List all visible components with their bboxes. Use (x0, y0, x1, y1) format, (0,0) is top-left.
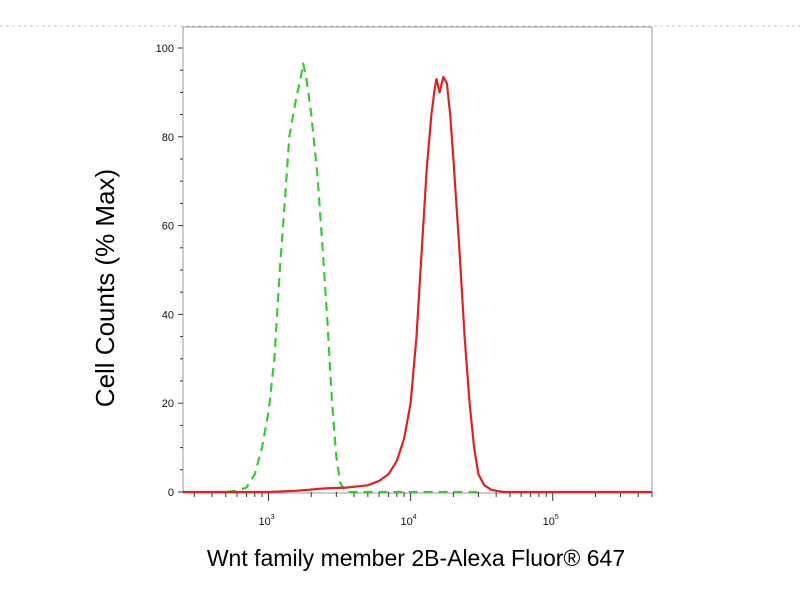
y-axis: 0 20 40 60 80 100 (156, 43, 183, 499)
x-tick-label: 103 (258, 514, 274, 528)
x-axis-title: Wnt family member 2B-Alexa Fluor® 647 (207, 545, 625, 571)
sample-histogram-line (183, 75, 652, 494)
y-tick-label: 40 (162, 309, 174, 321)
y-tick-label: 60 (162, 221, 174, 233)
y-tick-label: 100 (156, 43, 174, 55)
x-axis: 103 104 105 (193, 492, 653, 528)
control-histogram-line (212, 62, 479, 494)
y-tick-label: 20 (162, 398, 174, 410)
y-axis-title: Cell Counts (% Max) (90, 169, 120, 407)
y-tick-label: 0 (168, 487, 174, 499)
y-tick-label: 80 (162, 132, 174, 144)
x-tick-label: 105 (543, 514, 559, 528)
series-layer (183, 62, 652, 494)
x-tick-label: 104 (401, 514, 417, 528)
plot-frame (182, 26, 653, 494)
